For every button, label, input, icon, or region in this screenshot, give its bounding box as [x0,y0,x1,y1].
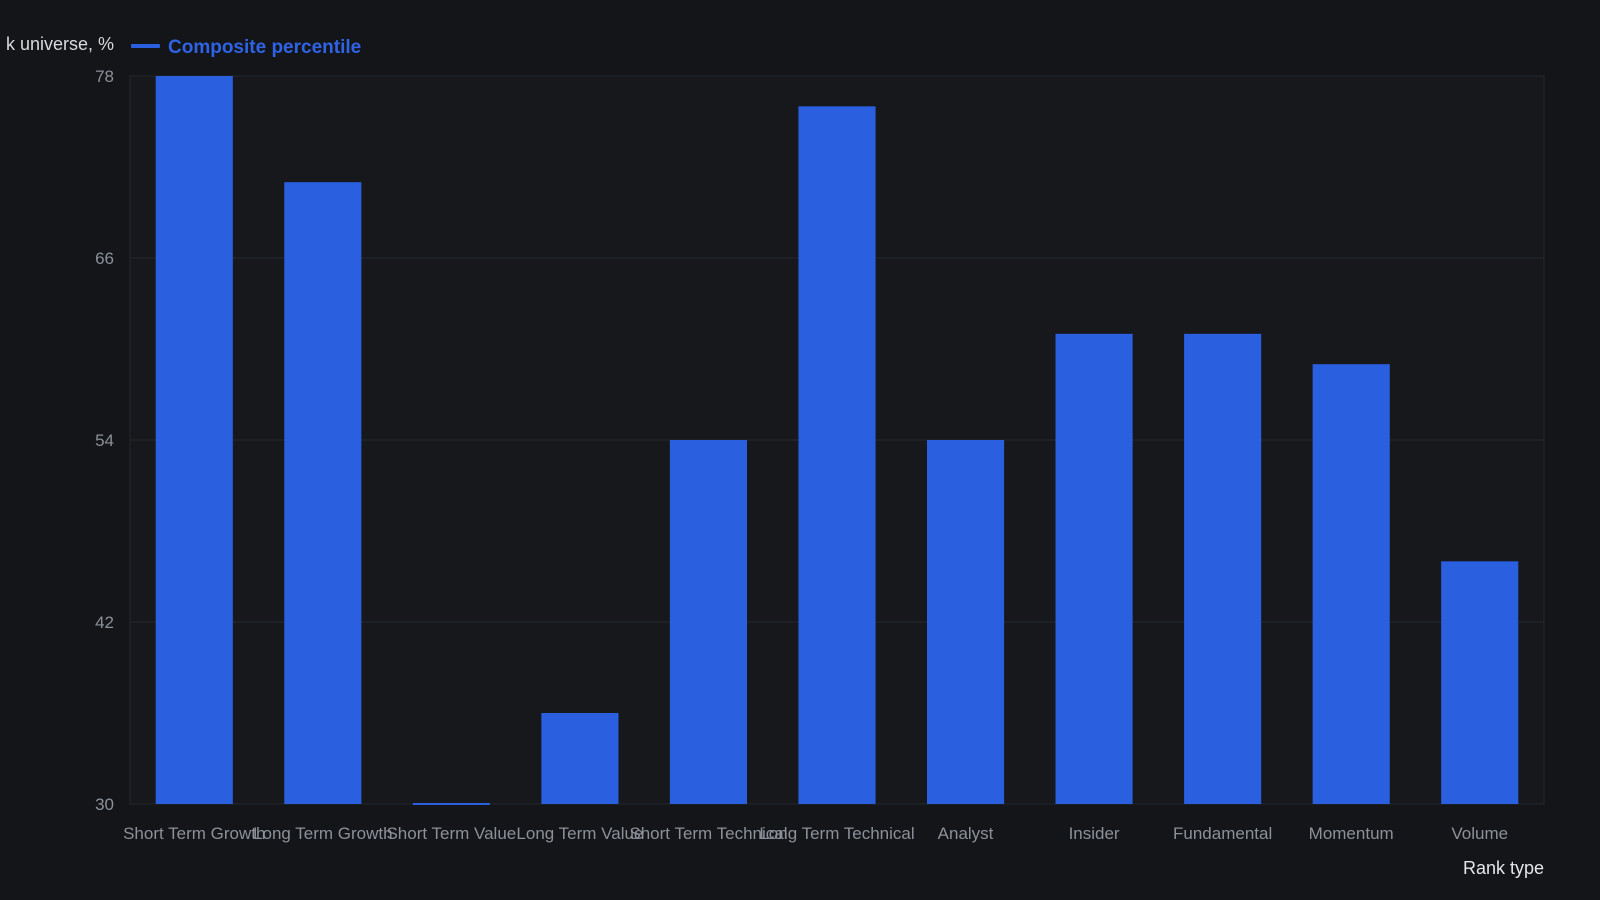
bar[interactable] [669,440,748,804]
x-tick-label: Momentum [1309,824,1394,843]
bar[interactable] [1441,561,1519,804]
bar[interactable] [541,713,619,804]
bar[interactable] [1184,333,1262,804]
y-tick-label: 42 [95,613,114,632]
bar[interactable] [1312,364,1390,804]
y-tick-label: 30 [95,795,114,814]
x-tick-label: Short Term Technical [629,824,787,843]
x-tick-label: Short Term Value [386,824,516,843]
legend-swatch [131,44,160,48]
bar[interactable] [155,76,233,804]
bar[interactable] [926,440,1005,804]
y-axis-ticks: 30 42 54 66 78 [95,67,114,814]
x-tick-label: Long Term Technical [759,824,914,843]
y-tick-label: 78 [95,67,114,86]
x-tick-label: Insider [1069,824,1120,843]
x-tick-label: Long Term Value [516,824,643,843]
x-tick-label: Long Term Growth [253,824,393,843]
x-axis-label: Rank type [1463,858,1544,878]
x-tick-label: Analyst [938,824,994,843]
x-tick-label: Fundamental [1173,824,1272,843]
x-tick-label: Volume [1451,824,1508,843]
bar-series [155,76,1519,805]
bar[interactable] [284,182,362,804]
bar[interactable] [1055,333,1133,804]
bar[interactable] [798,106,876,805]
bar[interactable] [412,803,490,805]
legend-label[interactable]: Composite percentile [168,37,361,58]
x-tick-label: Short Term Growth [123,824,265,843]
y-tick-label: 66 [95,249,114,268]
y-axis-label: k universe, % [6,34,114,54]
y-tick-label: 54 [95,431,114,450]
legend[interactable]: Composite percentile [131,37,361,58]
